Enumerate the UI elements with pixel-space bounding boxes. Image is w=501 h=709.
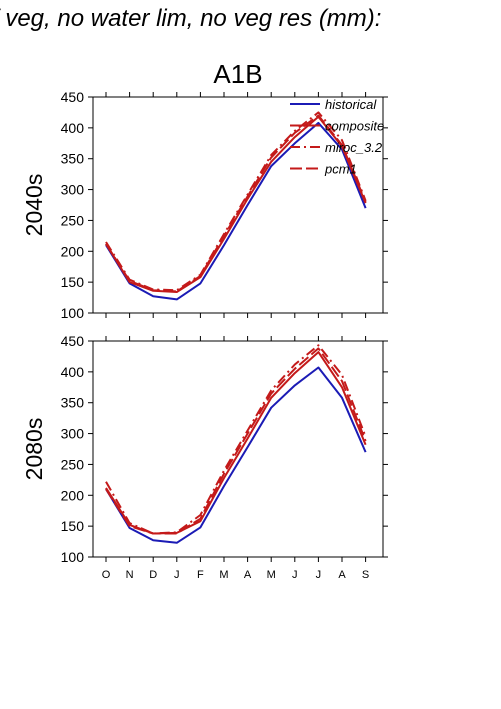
x-tick-label: N — [126, 569, 134, 581]
plot-frame-1 — [92, 96, 384, 314]
x-tick-label: J — [292, 569, 298, 581]
x-tick-label: A — [244, 569, 252, 581]
x-tick-label: J — [316, 569, 322, 581]
figure-title-container: f veg, no water lim, no veg res (mm): — [0, 5, 501, 35]
x-tick-label: F — [197, 569, 204, 581]
y-tick-label: 400 — [61, 364, 85, 380]
series-line-historical — [105, 121, 367, 301]
y-tick-label: 250 — [61, 212, 85, 228]
y-tick-label: 200 — [61, 487, 85, 503]
series-line-pcm1 — [105, 347, 367, 535]
figure-title: f veg, no water lim, no veg res (mm): — [0, 5, 382, 32]
series-line-pcm1 — [105, 114, 367, 293]
x-tick-label: A — [338, 569, 346, 581]
legend-label: historical — [325, 97, 377, 112]
y-axis-label: 2080s — [21, 418, 47, 481]
plot-frame-2 — [92, 340, 384, 558]
x-tick-label: S — [362, 569, 369, 581]
y-tick-label: 200 — [61, 243, 85, 259]
y-tick-label: 450 — [61, 89, 85, 105]
y-tick-label: 300 — [61, 182, 85, 198]
series-line-miroc-3-2 — [105, 344, 367, 535]
y-tick-label: 350 — [61, 151, 85, 167]
legend-label: pcm1 — [324, 162, 357, 177]
x-tick-label: M — [219, 569, 228, 581]
y-tick-label: 150 — [61, 274, 85, 290]
legend-label: miroc_3.2 — [325, 140, 383, 155]
y-tick-label: 350 — [61, 395, 85, 411]
x-tick-label: O — [102, 569, 111, 581]
legend-label: composite — [325, 119, 384, 134]
y-tick-label: 400 — [61, 120, 85, 136]
panel-title: A1B — [213, 59, 262, 89]
x-tick-label: M — [267, 569, 276, 581]
series-line-historical — [105, 366, 367, 544]
y-tick-label: 100 — [61, 549, 85, 565]
y-tick-label: 300 — [61, 426, 85, 442]
y-tick-label: 150 — [61, 518, 85, 534]
x-tick-label: J — [174, 569, 180, 581]
y-tick-label: 100 — [61, 305, 85, 321]
y-tick-label: 250 — [61, 456, 85, 472]
y-tick-label: 450 — [61, 333, 85, 349]
x-tick-label: D — [149, 569, 157, 581]
y-axis-label: 2040s — [21, 174, 47, 237]
